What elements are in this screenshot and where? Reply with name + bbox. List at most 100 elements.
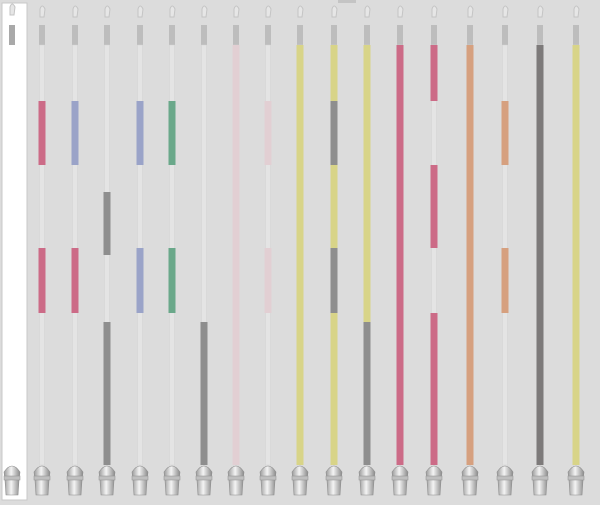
spool-base — [567, 465, 585, 496]
top-knob — [233, 5, 240, 18]
thread-segment — [330, 248, 338, 313]
spool-base — [325, 465, 343, 496]
thread-segment — [38, 248, 46, 313]
top-knob — [72, 5, 79, 18]
top-knob — [431, 5, 438, 18]
thread-column[interactable] — [227, 5, 245, 496]
spool-base — [66, 465, 84, 496]
thread-segment — [396, 45, 404, 465]
thread-segment — [71, 248, 79, 313]
thread-column[interactable] — [325, 5, 343, 496]
top-knob — [169, 5, 176, 18]
thread-segment — [38, 101, 46, 165]
spool-base — [227, 465, 245, 496]
thread-column[interactable] — [358, 5, 376, 496]
thread-segment — [168, 248, 176, 313]
thread-column[interactable] — [531, 5, 549, 496]
thread-segment — [200, 322, 208, 465]
rod-cap — [573, 25, 579, 45]
spool-ring — [325, 475, 343, 481]
top-knob — [573, 5, 580, 18]
rod-cap — [9, 25, 15, 45]
thread-segment — [330, 165, 338, 248]
thread-column[interactable] — [496, 5, 514, 496]
spool-ring — [358, 475, 376, 481]
rod-cap — [502, 25, 508, 45]
spool-base — [391, 465, 409, 496]
thread-segment — [103, 192, 111, 255]
spool-base — [461, 465, 479, 496]
spool-ring — [163, 475, 181, 481]
thread-segment — [71, 101, 79, 165]
top-knob — [467, 5, 474, 18]
spool-ring — [33, 475, 51, 481]
thread-segment — [330, 45, 338, 101]
spool-base — [291, 465, 309, 496]
thread-segment — [430, 45, 438, 101]
thread-column[interactable] — [461, 5, 479, 496]
thread-column[interactable] — [3, 3, 21, 496]
top-knob — [265, 5, 272, 18]
spool-base — [195, 465, 213, 496]
rod-cap — [72, 25, 78, 45]
thread-column[interactable] — [425, 5, 443, 496]
thread-column[interactable] — [391, 5, 409, 496]
thread-segment — [501, 101, 509, 165]
thread-column[interactable] — [98, 5, 116, 496]
top-knob — [537, 5, 544, 18]
spool-base — [131, 465, 149, 496]
thread-column[interactable] — [567, 5, 585, 496]
spool-base — [259, 465, 277, 496]
spool-ring — [567, 475, 585, 481]
spool-base — [358, 465, 376, 496]
thread-segment — [264, 101, 272, 165]
thread-segment — [103, 322, 111, 465]
thread-segment — [264, 248, 272, 313]
rod-cap — [137, 25, 143, 45]
rod-cap — [233, 25, 239, 45]
thread-column[interactable] — [163, 5, 181, 496]
thread-segment — [168, 101, 176, 165]
top-knob — [502, 5, 509, 18]
rod-cap — [265, 25, 271, 45]
spool-ring — [496, 475, 514, 481]
spool-base — [3, 465, 21, 496]
thread-column[interactable] — [131, 5, 149, 496]
rod-cap — [169, 25, 175, 45]
thread-segment — [572, 45, 580, 465]
spool-ring — [195, 475, 213, 481]
thread-segment — [296, 45, 304, 465]
top-knob — [104, 5, 111, 18]
thread-column[interactable] — [33, 5, 51, 496]
spool-ring — [291, 475, 309, 481]
thread-segment — [466, 45, 474, 465]
thread-segment — [501, 248, 509, 313]
thread-segment — [136, 101, 144, 165]
top-handle — [338, 0, 356, 3]
spool-base — [98, 465, 116, 496]
top-knob — [39, 5, 46, 18]
spool-ring — [531, 475, 549, 481]
spool-ring — [425, 475, 443, 481]
spool-base — [33, 465, 51, 496]
spool-ring — [131, 475, 149, 481]
selected-column-panel — [1, 2, 28, 501]
thread-column[interactable] — [66, 5, 84, 496]
thread-segment — [232, 45, 240, 465]
spool-ring — [227, 475, 245, 481]
rod-cap — [537, 25, 543, 45]
spool-ring — [461, 475, 479, 481]
thread-column[interactable] — [195, 5, 213, 496]
rod-cap — [39, 25, 45, 45]
thread-column[interactable] — [291, 5, 309, 496]
thread-segment — [330, 101, 338, 165]
thread-segment — [430, 313, 438, 465]
top-knob — [137, 5, 144, 18]
thread-column[interactable] — [259, 5, 277, 496]
spool-ring — [66, 475, 84, 481]
spool-base — [163, 465, 181, 496]
spool-base — [425, 465, 443, 496]
spool-ring — [98, 475, 116, 481]
top-knob — [201, 5, 208, 18]
thread-segment — [430, 165, 438, 248]
